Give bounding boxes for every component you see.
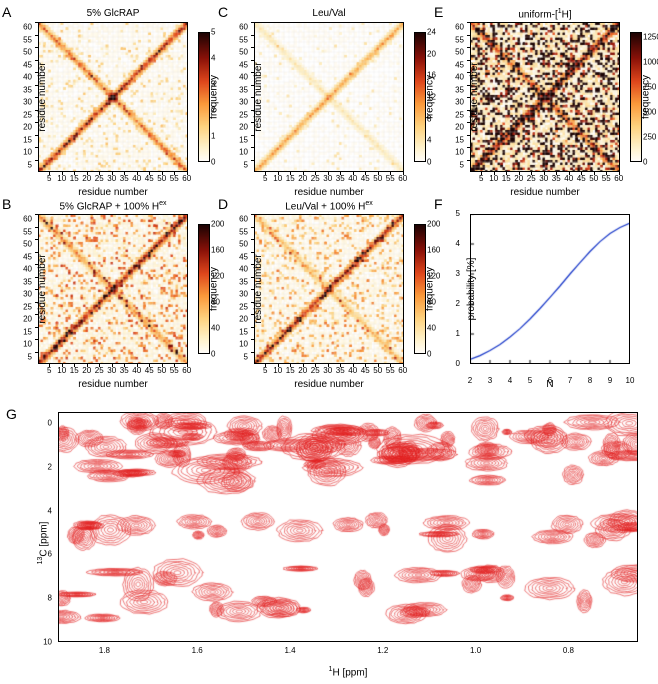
heatmap-D-axes: Leu/Val + 100% Hex residue number residu…	[254, 214, 404, 364]
colorbar-D: 04080120160200 frequency	[414, 224, 426, 354]
heatmap-C-axes: Leu/Val residue number residue number 51…	[254, 22, 404, 172]
panel-label-A: A	[2, 4, 11, 20]
panel-C: C Leu/Val residue number residue number …	[222, 6, 434, 196]
heatmap-B-title: 5% GlcRAP + 100% Hex	[38, 200, 188, 212]
heatmap-xlabel: residue number	[38, 187, 188, 198]
panel-E: E uniform-[1H] residue number residue nu…	[438, 6, 650, 196]
lineplot-F-axes: probability [%] N 012345 2345678910	[470, 214, 630, 364]
panel-G: G 13C [ppm] 1H [ppm] 0246810 1.81.61.41.…	[20, 408, 650, 678]
heatmap-E-canvas	[470, 22, 620, 172]
heatmap-A-xticks: 51015202530354045505560	[38, 172, 188, 175]
colorbar-C: 04812162024 frequency	[414, 32, 426, 162]
heatmap-B-axes: 5% GlcRAP + 100% Hex residue number resi…	[38, 214, 188, 364]
panel-F: F probability [%] N 012345 2345678910	[438, 198, 650, 388]
heatmap-D-title: Leu/Val + 100% Hex	[254, 200, 404, 212]
panel-label-G: G	[6, 406, 17, 422]
heatmap-E-title: uniform-[1H]	[470, 8, 620, 20]
heatmap-A-axes: 5% GlcRAP residue number residue number …	[38, 22, 188, 172]
spectrum-G-xlabel: 1H [ppm]	[58, 666, 638, 678]
panel-label-D: D	[218, 196, 228, 212]
panel-D: D Leu/Val + 100% Hex residue number resi…	[222, 198, 434, 388]
cbar-label: frequency	[209, 75, 220, 119]
heatmap-E-axes: uniform-[1H] residue number residue numb…	[470, 22, 620, 172]
panel-label-F: F	[434, 196, 443, 212]
heatmap-A-yticks: 51015202530354045505560	[35, 22, 38, 172]
panel-label-C: C	[218, 4, 228, 20]
heatmap-ylabel: residue number	[37, 62, 48, 131]
heatmap-A-canvas	[38, 22, 188, 172]
heatmap-A-title: 5% GlcRAP	[38, 8, 188, 19]
panel-B: B 5% GlcRAP + 100% Hex residue number re…	[6, 198, 218, 388]
heatmap-C-title: Leu/Val	[254, 8, 404, 19]
heatmap-B-canvas	[38, 214, 188, 364]
panel-label-B: B	[2, 196, 11, 212]
lineplot-F-ylabel: probability [%]	[466, 258, 477, 321]
panel-A: A 5% GlcRAP residue number residue numbe…	[6, 6, 218, 196]
panel-label-E: E	[434, 4, 443, 20]
colorbar-A: 012345 frequency	[198, 32, 210, 162]
heatmap-D-canvas	[254, 214, 404, 364]
heatmap-C-canvas	[254, 22, 404, 172]
figure-root: A 5% GlcRAP residue number residue numbe…	[6, 6, 652, 678]
colorbar-B: 04080120160200 frequency	[198, 224, 210, 354]
colorbar-E: 025050075010001250 frequency	[630, 32, 642, 162]
